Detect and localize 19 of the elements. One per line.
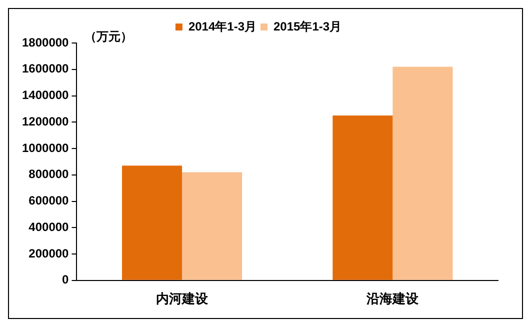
- y-tick-label: 1400000: [22, 88, 70, 102]
- y-tick-label: 1000000: [22, 140, 70, 155]
- legend-label: 2014年1-3月: [188, 19, 257, 34]
- bar: [122, 166, 182, 280]
- y-tick-label: 800000: [28, 167, 70, 182]
- y-tick-label: 1800000: [22, 35, 70, 50]
- y-tick-label: 200000: [28, 246, 70, 260]
- y-tick-label: 400000: [28, 220, 70, 234]
- bar: [182, 172, 242, 280]
- x-tick-label: 内河建设: [156, 290, 210, 306]
- legend-label: 2015年1-3月: [274, 19, 342, 34]
- x-tick-label: 沿海建设: [366, 290, 420, 306]
- y-tick-label: 1600000: [22, 62, 70, 76]
- y-tick-label: 600000: [28, 194, 70, 208]
- bar: [392, 66, 453, 280]
- y-tick-label: 1200000: [22, 114, 70, 128]
- bar: [332, 116, 393, 280]
- y-axis-title: （万元）: [84, 29, 133, 44]
- y-tick-label: 0: [62, 272, 70, 287]
